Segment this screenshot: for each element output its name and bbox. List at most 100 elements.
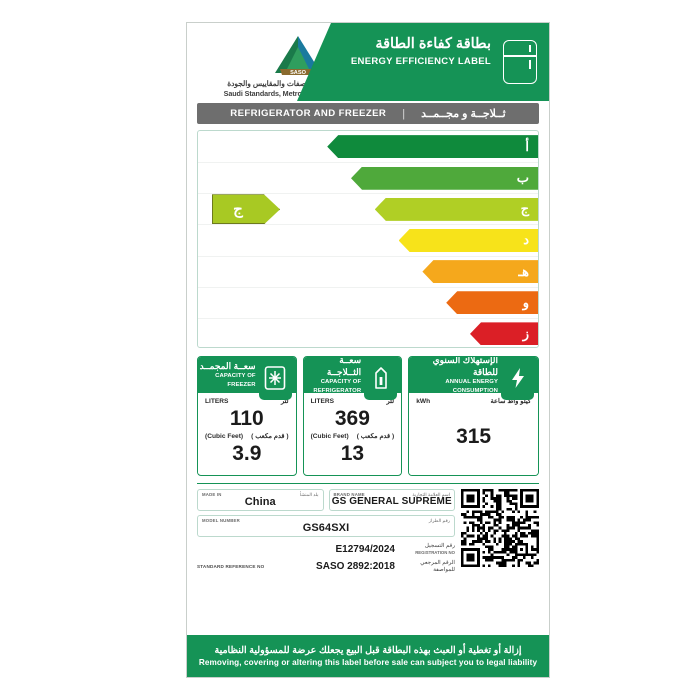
type-separator: | (402, 107, 406, 120)
rating-letter-د: د (523, 232, 529, 248)
appliance-type-bar: REFRIGERATOR AND FREEZER | ثــلاجــة و م… (197, 103, 539, 124)
freezer-unit1-en: LITERS (205, 397, 229, 405)
energy-box-body: kWh كيلو واط ساعة 315 (409, 393, 538, 475)
refrigerator-unit-liters: LITERS لتر (310, 397, 395, 406)
refrigerator-title-ar: سعــة الثــلاجــة (326, 356, 362, 377)
standard-value: SASO 2892:2018 (316, 561, 395, 572)
rating-bar-أ: أ (327, 135, 538, 159)
rating-bar-shape (398, 228, 538, 252)
freezer-unit-liters: LITERS لتر (205, 397, 289, 406)
refrigerator-unit2-en: (Cubic Feet) (310, 432, 349, 440)
selected-class-marker: ج (212, 194, 280, 225)
annual-energy-value: 315 (456, 425, 492, 448)
brand-label-ar: اسم العلامة التجارية (412, 492, 450, 497)
model-value: GS64SXI (302, 521, 350, 534)
rating-letter-ب: ب (516, 170, 529, 186)
rating-row-هـ: هـ (198, 255, 538, 287)
rating-letter-ز: ز (522, 325, 529, 341)
rating-letter-هـ: هـ (518, 263, 529, 279)
rating-row-د: د (198, 224, 538, 255)
refrigerator-title-en: CAPACITY OF REFRIGERATOR (313, 379, 362, 394)
selected-marker-shape (212, 194, 280, 225)
header-title-block: بطاقة كفاءة الطاقة ENERGY EFFICIENCY LAB… (351, 35, 491, 68)
refrigerator-unit1-en: LITERS (310, 397, 335, 405)
refrigerator-icon (503, 40, 537, 84)
freezer-unit1-ar: لتر (280, 398, 289, 405)
freezer-title-en: CAPACITY OF FREEZER (215, 373, 256, 388)
refrigerator-box-body: LITERS لتر 369 (Cubic Feet) ( قدم مكعب )… (303, 393, 402, 474)
made-in-field: MADE IN بلد المنشأ China (197, 489, 324, 511)
rating-bar-د: د (398, 228, 538, 252)
rating-letter-أ: أ (525, 138, 529, 154)
snowflake-icon (258, 357, 292, 400)
footer-text-ar: إزالة أو تغطية أو العبث بهذه البطاقة قبل… (214, 645, 522, 656)
model-row: MODEL NUMBER رقم الطراز GS64SXI (197, 515, 455, 537)
refrigerator-unit-cubicfeet: (Cubic Feet) ( قدم مكعب ) (310, 432, 395, 441)
freezer-title-ar: سعــة المجمــد (199, 361, 256, 371)
freezer-unit2-ar: ( قدم مكعب ) (251, 433, 289, 440)
standard-label-ar: الرقم المرجعي للمواصفة (420, 559, 455, 573)
product-info-fields: MADE IN بلد المنشأ China BRAND NAME اسم … (197, 489, 455, 575)
brand-label-en: BRAND NAME (333, 492, 365, 497)
origin-brand-row: MADE IN بلد المنشأ China BRAND NAME اسم … (197, 489, 455, 511)
legal-footer: إزالة أو تغطية أو العبث بهذه البطاقة قبل… (187, 635, 549, 677)
product-info-block: MADE IN بلد المنشأ China BRAND NAME اسم … (197, 483, 539, 575)
standard-row: STANDARD REFERENCE NO SASO 2892:2018 الر… (197, 558, 455, 575)
rating-bar-ج: ج (374, 197, 538, 221)
made-in-label-en: MADE IN (202, 492, 222, 497)
freezer-unit-cubicfeet: (Cubic Feet) ( قدم مكعب ) (205, 432, 289, 441)
rating-row-ب: ب (198, 162, 538, 193)
rating-row-أ: أ (198, 131, 538, 162)
svg-text:SASO: SASO (290, 70, 307, 76)
rating-bar-هـ: هـ (422, 260, 538, 284)
rating-bar-shape (374, 197, 538, 221)
label-title-en: ENERGY EFFICIENCY LABEL (350, 56, 491, 67)
header-green-banner (297, 23, 549, 101)
capacity-and-consumption-row: سعــة المجمــد CAPACITY OF FREEZER LITER… (197, 356, 539, 476)
standard-labels: الرقم المرجعي للمواصفة (401, 560, 455, 574)
rating-bar-و: و (446, 291, 538, 315)
registration-labels: رقم التسجيل REGISTRATION NO (401, 543, 455, 556)
rating-bar-shape (470, 322, 538, 346)
appliance-type-en: REFRIGERATOR AND FREEZER (230, 108, 387, 119)
rating-rows: أ ب ج ج د هـ و ز (198, 131, 538, 347)
standard-label-en: STANDARD REFERENCE NO (197, 564, 265, 569)
appliance-type-ar: ثــلاجــة و مجــمــد (421, 108, 506, 120)
energy-efficiency-label-card: SASO الهيئة السعودية للمواصفات والمقاييس… (186, 22, 550, 678)
brand-name-field: BRAND NAME اسم العلامة التجارية GS GENER… (328, 489, 455, 511)
rating-bar-shape (327, 135, 538, 159)
freezer-capacity-box: سعــة المجمــد CAPACITY OF FREEZER LITER… (197, 356, 297, 476)
label-title-ar: بطاقة كفاءة الطاقة (375, 36, 491, 52)
rating-bar-ز: ز (470, 322, 538, 346)
energy-unit-kwh: kWh كيلو واط ساعة (416, 397, 531, 406)
refrigerator-capacity-box: سعــة الثــلاجــة CAPACITY OF REFRIGERAT… (302, 356, 403, 476)
model-number-field: MODEL NUMBER رقم الطراز GS64SXI (197, 515, 455, 537)
freezer-box-body: LITERS لتر 110 (Cubic Feet) ( قدم مكعب )… (198, 393, 296, 474)
rating-letter-و: و (522, 294, 529, 310)
energy-box-header: الإستهلاك السنوي للطاقة ANNUAL ENERGY CO… (409, 356, 538, 400)
made-in-label-ar: بلد المنشأ (299, 492, 319, 497)
freezer-liters-value: 110 (229, 407, 264, 430)
label-header: SASO الهيئة السعودية للمواصفات والمقاييس… (187, 23, 549, 101)
registration-label-en: REGISTRATION NO (415, 550, 455, 555)
annual-energy-box: الإستهلاك السنوي للطاقة ANNUAL ENERGY CO… (408, 356, 539, 476)
freezer-cubicfeet-value: 3.9 (232, 442, 262, 465)
registration-row: E12794/2024 رقم التسجيل REGISTRATION NO (197, 541, 455, 558)
rating-bar-shape (422, 260, 538, 284)
rating-row-ز: ز (198, 317, 538, 347)
energy-title-ar: الإستهلاك السنوي للطاقة (432, 356, 498, 377)
selected-class-letter: ج (233, 201, 243, 219)
qr-code[interactable] (461, 489, 539, 567)
refrigerator-handle (529, 60, 531, 69)
energy-unit1-en: kWh (416, 397, 431, 405)
milk-carton-icon (364, 357, 398, 400)
refrigerator-liters-value: 369 (334, 407, 370, 430)
refrigerator-cubicfeet-value: 13 (340, 442, 365, 465)
freezer-unit2-en: (Cubic Feet) (205, 432, 244, 440)
rating-bar-shape (351, 166, 538, 190)
rating-bar-ب: ب (351, 166, 538, 190)
footer-text-en: Removing, covering or altering this labe… (198, 658, 538, 667)
registration-label-ar: رقم التسجيل (424, 543, 455, 549)
